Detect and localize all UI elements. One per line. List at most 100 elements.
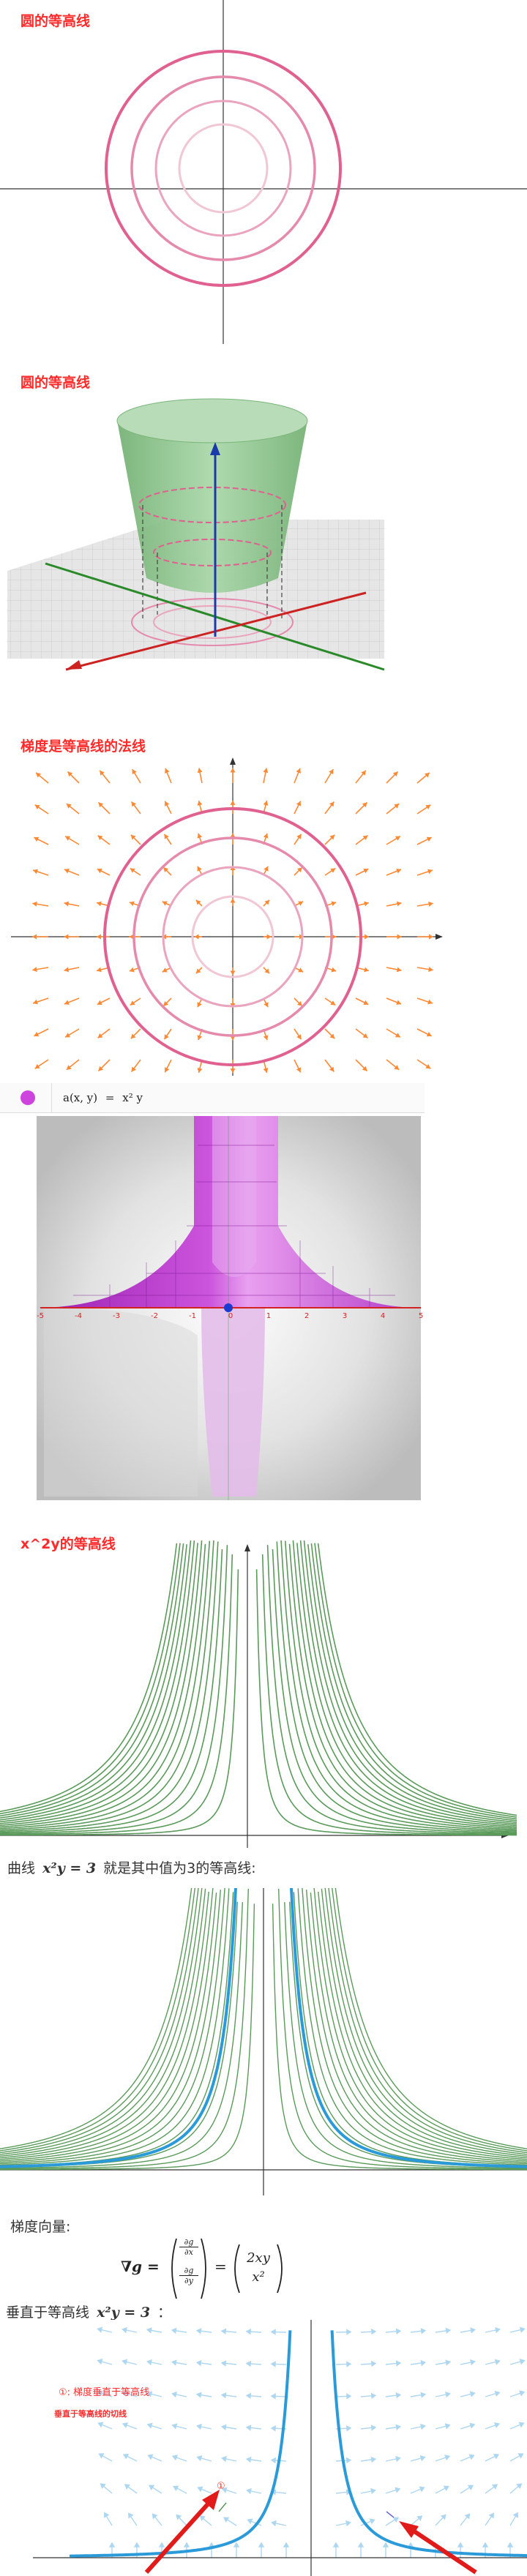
gradient-arrowhead xyxy=(230,1036,236,1041)
gradient-vector-head xyxy=(419,2486,425,2493)
gradient-arrowhead xyxy=(163,1000,169,1006)
gradient-arrowhead xyxy=(395,1033,400,1038)
gradient-arrowhead xyxy=(131,801,137,807)
gradient-arrowhead xyxy=(296,1000,302,1006)
gradient-vector-head xyxy=(195,2392,202,2398)
gradient-arrowhead xyxy=(36,772,41,778)
gradient-vector-head xyxy=(258,2542,265,2547)
gradient-vector-head xyxy=(221,2455,227,2463)
gradient-vector-head xyxy=(98,2453,105,2459)
gradient-vector-head xyxy=(444,2423,451,2430)
gradient-vector-head xyxy=(357,2542,365,2547)
gradient-arrowhead xyxy=(197,866,202,872)
gradient-vector-head xyxy=(199,2515,206,2522)
gradient-vector-head xyxy=(100,2483,106,2490)
gradient-arrowhead xyxy=(97,1033,103,1038)
gradient-vector-head xyxy=(493,2422,501,2429)
gradient-arrowhead xyxy=(164,1067,170,1073)
formula-rhs: x² y xyxy=(122,1091,143,1104)
gradient-vector-head xyxy=(158,2542,165,2547)
caption8-suffix: ： xyxy=(157,2304,172,2321)
gradient-vector-head xyxy=(519,2390,526,2397)
gradient-vector-head xyxy=(146,2359,152,2366)
gradient-vector-head xyxy=(469,2391,476,2397)
gradient-arrowhead xyxy=(197,833,203,839)
gradient-arrowhead xyxy=(329,769,334,775)
formula-eq: = xyxy=(105,1091,115,1104)
gradient-arrowhead xyxy=(396,967,402,973)
contour-line xyxy=(0,1888,230,2166)
gradient-arrowhead xyxy=(428,901,433,907)
gradient-vector-head xyxy=(518,2422,525,2428)
contour-line xyxy=(0,1543,181,1815)
gradient-vector-head xyxy=(195,2328,202,2334)
gradient-arrowhead xyxy=(130,1000,135,1006)
gradient-arrowhead xyxy=(296,1034,302,1040)
gradient-vector-head xyxy=(270,2425,276,2432)
contour-line xyxy=(0,1888,214,2160)
gradient-vector-head xyxy=(443,2485,449,2492)
gradient-vector-head xyxy=(395,2360,402,2367)
function-formula[interactable]: a(x, y) = x² y xyxy=(63,1091,143,1104)
contour-line xyxy=(293,1892,527,2167)
gradient-arrowhead xyxy=(64,1000,70,1006)
gradient-vector-head xyxy=(146,2391,153,2397)
gradient-vector-head xyxy=(233,2542,240,2547)
gradient-arrowhead xyxy=(266,934,272,940)
annotation-marker: ① xyxy=(217,2481,225,2492)
algebra-row[interactable]: a(x, y) = x² y xyxy=(0,1083,425,1113)
section7-caption: 梯度向量: xyxy=(10,2219,71,2235)
axis-tick-label: -5 xyxy=(37,1312,44,1320)
right-paren xyxy=(201,2238,206,2299)
gradient-vector-head xyxy=(152,2513,158,2520)
gradient-arrowhead xyxy=(298,967,304,973)
gradient-vector-head xyxy=(146,2422,153,2429)
axis-tick-label: -1 xyxy=(189,1312,196,1320)
contour-line xyxy=(261,1554,517,1835)
gradient-vector-head xyxy=(108,2542,116,2547)
contour-line xyxy=(0,1540,192,1821)
gradient-arrowhead xyxy=(32,967,37,973)
caption-math: x²y = 3 xyxy=(42,1860,97,1876)
gradient-vector-head xyxy=(345,2520,351,2527)
contour-line xyxy=(266,1545,517,1835)
gradient-vector-head xyxy=(223,2517,230,2523)
gradient-vector-head xyxy=(246,2487,252,2495)
gradient-vector-head xyxy=(512,2512,518,2518)
annotation-tangent: 垂直于等高线的切线 xyxy=(54,2409,127,2419)
section1-title: 圆的等高线 xyxy=(20,13,91,29)
formula-equals: = xyxy=(214,2258,227,2275)
gradient-arrowhead xyxy=(64,967,70,973)
level-3-curve xyxy=(70,2330,292,2558)
contour-line xyxy=(307,1544,517,1821)
visibility-toggle[interactable] xyxy=(20,1090,35,1105)
gradient-arrowhead xyxy=(362,1066,367,1071)
gradient-vector-head xyxy=(245,2392,252,2400)
axis-tick-label: 3 xyxy=(343,1312,347,1320)
gradient-arrowhead xyxy=(164,768,170,774)
gradient-arrowhead xyxy=(429,934,433,940)
section6-caption: 曲线 x²y = 3 就是其中值为3的等高线: xyxy=(7,1857,256,1877)
gradient-arrowhead xyxy=(361,770,366,776)
result-col: 2xy x² xyxy=(242,2249,274,2287)
caption8-math: x²y = 3 xyxy=(97,2304,151,2321)
gradient-vector-head xyxy=(395,2328,402,2334)
axis-tick-label: -4 xyxy=(75,1312,82,1320)
gradient-vector-head xyxy=(420,2328,427,2334)
gradient-vector-head xyxy=(196,2455,203,2462)
axis-tick-label: 5 xyxy=(419,1312,423,1320)
gradient-vector-head xyxy=(133,2542,141,2547)
gradient-arrowhead xyxy=(397,934,402,940)
contour-line xyxy=(310,1543,517,1820)
gradient-arrowhead xyxy=(364,901,369,907)
gradient-vector-head xyxy=(392,2517,400,2523)
gradient-arrowhead xyxy=(32,901,37,907)
gradient-arrowhead xyxy=(296,768,302,774)
gradient-vector-head xyxy=(97,2422,104,2428)
gradient-arrowhead xyxy=(427,999,433,1005)
gradient-vector-head xyxy=(171,2327,177,2334)
gradient-arrowhead xyxy=(100,770,105,776)
gradient-vector-head xyxy=(467,2485,474,2490)
contour-line xyxy=(280,1540,517,1832)
contour-line xyxy=(313,1888,527,2160)
